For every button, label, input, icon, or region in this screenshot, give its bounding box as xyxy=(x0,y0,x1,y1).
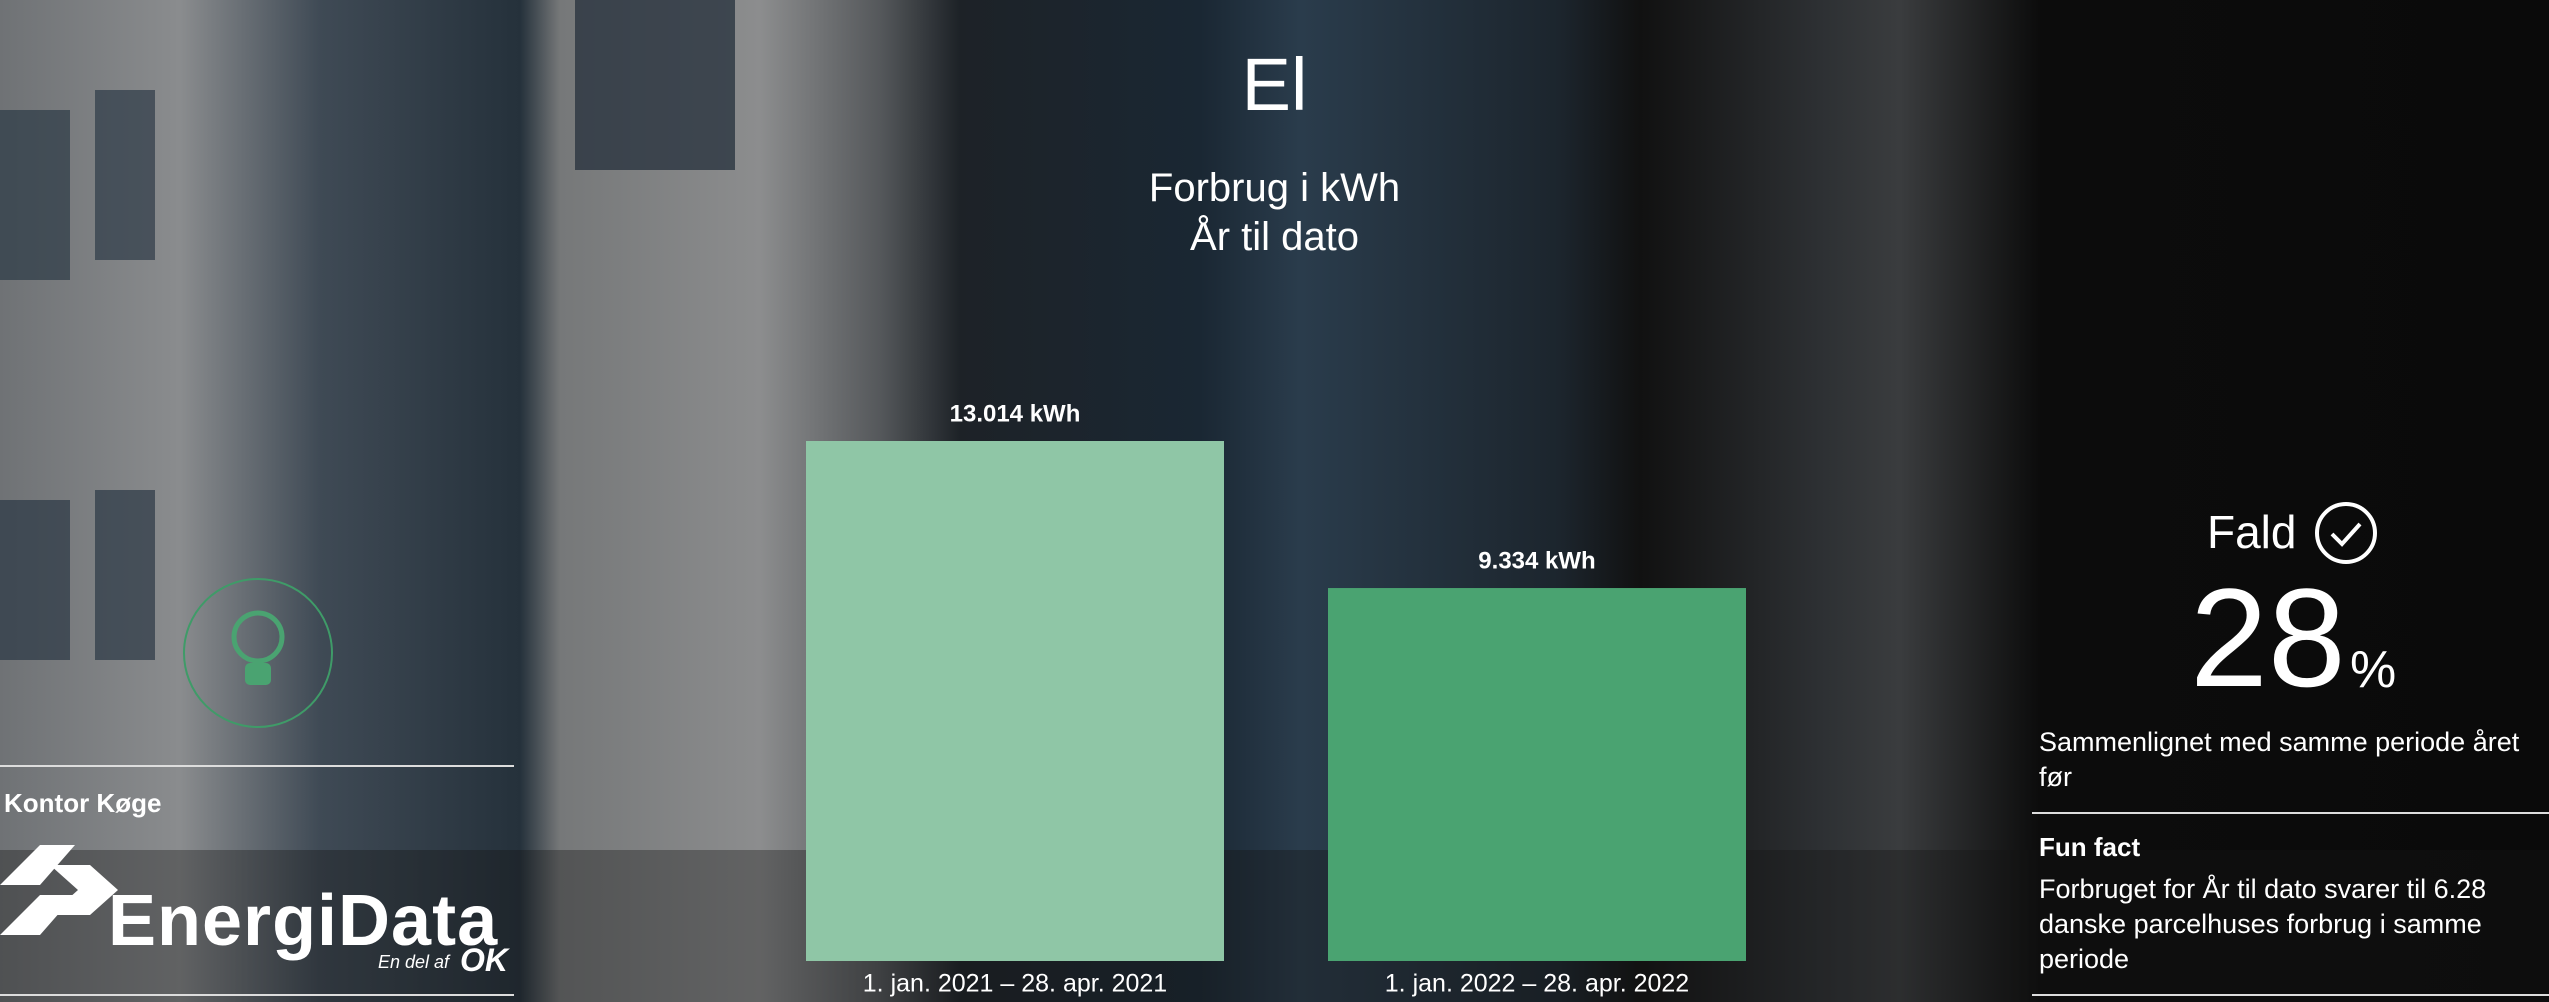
logo-text: EnergiData xyxy=(108,880,498,962)
fun-fact-title: Fun fact xyxy=(2039,832,2140,863)
value-label: 13.014 kWh xyxy=(950,400,1081,427)
dashboard: El Forbrug i kWh År til dato 13.014 kWh1… xyxy=(0,0,2549,1002)
logo-mark xyxy=(0,845,120,935)
kpi-label: Fald xyxy=(2207,505,2296,559)
category-label: 1. jan. 2022 – 28. apr. 2022 xyxy=(1385,970,1689,998)
kpi-note: Sammenlignet med samme periode året før xyxy=(2039,725,2529,795)
brand: OK xyxy=(460,942,508,979)
location: Kontor Køge xyxy=(4,788,161,819)
bar xyxy=(1328,588,1746,961)
kpi-value: 28 xyxy=(2190,568,2346,708)
divider xyxy=(2032,994,2549,996)
tagline: En del af xyxy=(378,952,449,973)
value-label: 9.334 kWh xyxy=(1478,547,1595,574)
check-icon xyxy=(2313,500,2379,566)
divider xyxy=(2032,812,2549,814)
fun-fact-text: Forbruget for År til dato svarer til 6.2… xyxy=(2039,872,2544,977)
bar xyxy=(806,441,1224,961)
kpi-unit: % xyxy=(2350,640,2396,700)
divider xyxy=(0,994,514,996)
bulb-icon xyxy=(180,575,336,731)
divider xyxy=(0,765,514,767)
chart: 13.014 kWh 1. jan. 2021 – 28. apr. 2021 9.… xyxy=(0,0,2549,1002)
category-label: 1. jan. 2021 – 28. apr. 2021 xyxy=(863,970,1167,998)
